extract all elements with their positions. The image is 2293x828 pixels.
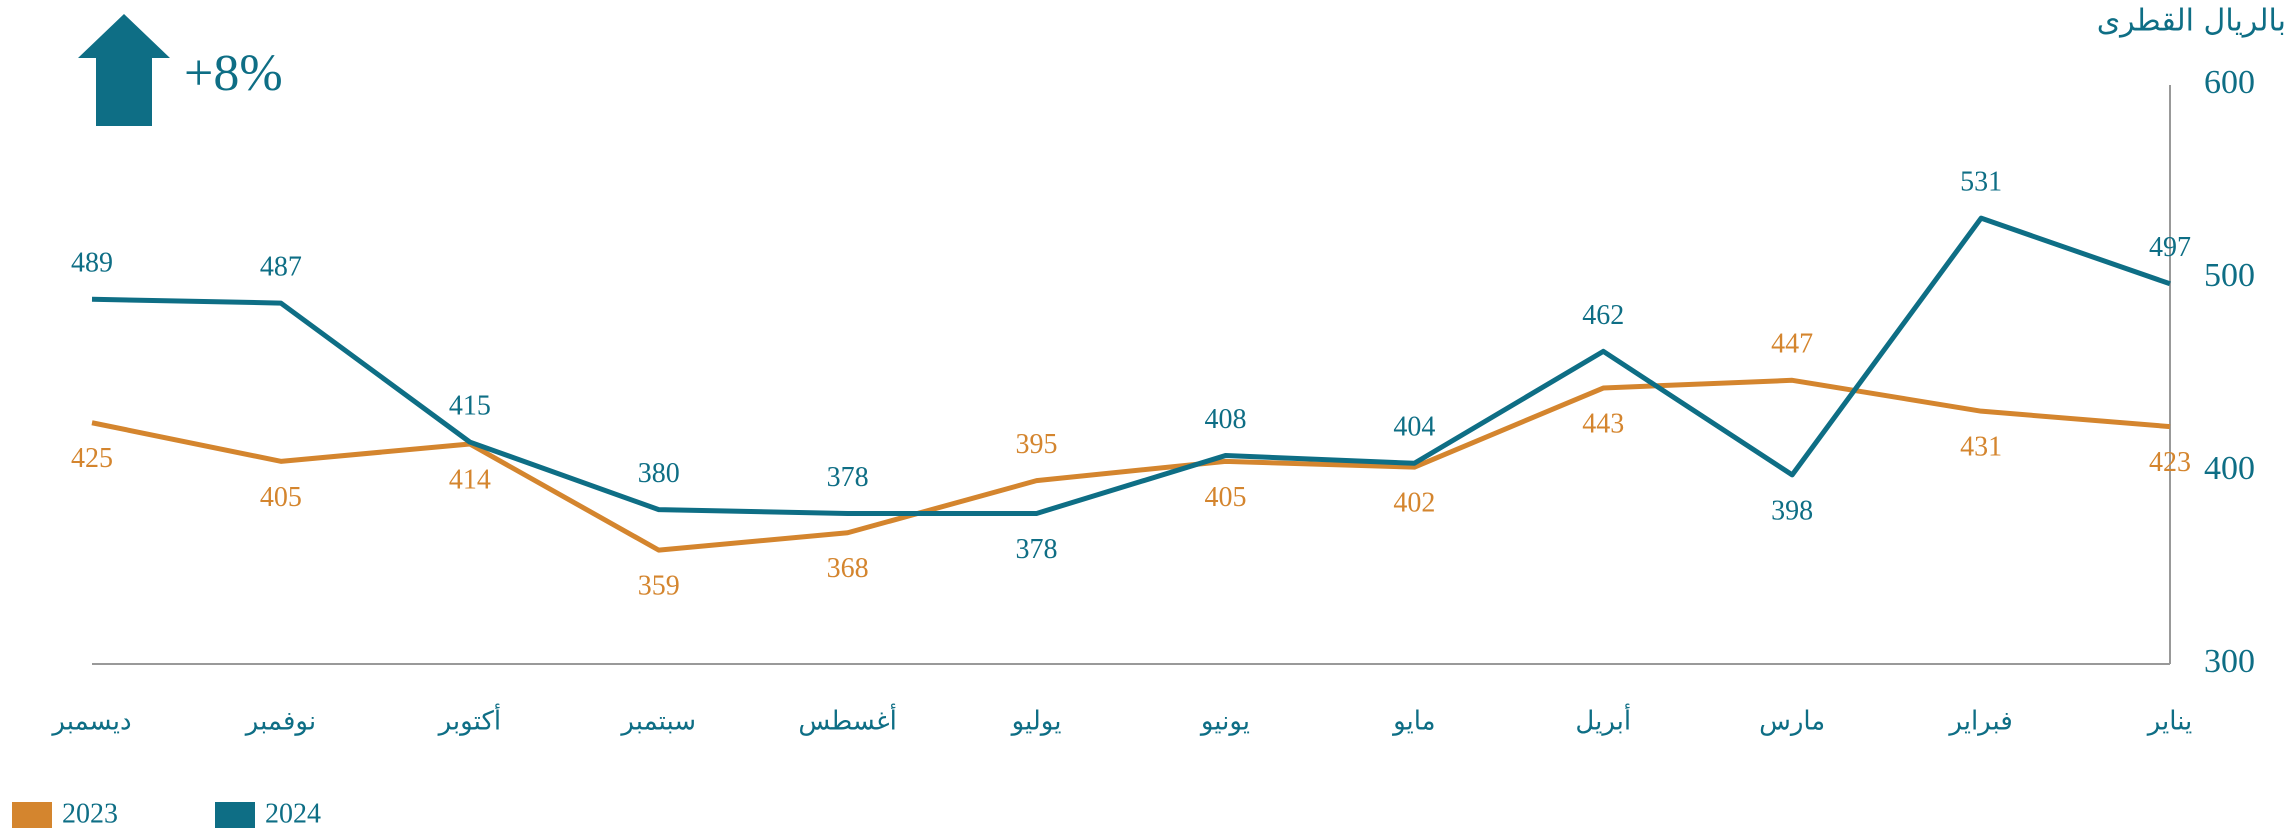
data-label: 487 (260, 252, 302, 283)
x-tick-label: يونيو (1199, 707, 1250, 737)
data-label: 447 (1771, 329, 1813, 360)
data-label: 405 (260, 482, 302, 513)
data-label: 402 (1393, 488, 1435, 519)
x-tick-label: أبريل (1575, 703, 1631, 737)
data-label: 405 (1204, 482, 1246, 513)
data-label: 408 (1204, 404, 1246, 435)
data-label: 531 (1960, 167, 2002, 198)
data-label: 415 (449, 390, 491, 421)
y-tick-label: 600 (2204, 64, 2255, 101)
y-tick-label: 500 (2204, 257, 2255, 294)
legend-swatch (12, 802, 52, 828)
data-label: 443 (1582, 408, 1624, 439)
legend-swatch (215, 802, 255, 828)
x-tick-label: ديسمبر (50, 707, 131, 737)
x-tick-label: يوليو (1010, 707, 1062, 737)
x-tick-label: فبراير (1947, 707, 2012, 737)
x-tick-label: سبتمبر (619, 707, 696, 737)
up-arrow (78, 14, 170, 126)
x-tick-label: نوفمبر (244, 707, 316, 737)
data-label: 489 (71, 248, 113, 279)
x-tick-label: أغسطس (798, 703, 897, 737)
data-label: 431 (1960, 432, 2002, 463)
data-label: 497 (2149, 232, 2191, 263)
data-label: 378 (1016, 534, 1058, 565)
data-label: 398 (1771, 495, 1813, 526)
y-tick-label: 300 (2204, 643, 2255, 680)
x-tick-label: مارس (1759, 707, 1825, 737)
line-series (91, 215, 2171, 516)
data-label: 359 (638, 571, 680, 602)
x-tick-label: يناير (2146, 707, 2193, 737)
y-axis-label: بالريال القطرى (2097, 4, 2286, 39)
data-label: 380 (638, 458, 680, 489)
data-label: 462 (1582, 300, 1624, 331)
legend-label: 2024 (265, 798, 321, 828)
data-label: 425 (71, 443, 113, 474)
annotation: +8% (184, 45, 283, 102)
data-label: 404 (1393, 412, 1435, 443)
data-label: 378 (827, 462, 869, 493)
x-tick-label: مايو (1391, 707, 1436, 737)
y-tick-label: 400 (2204, 450, 2255, 487)
data-label: 395 (1016, 429, 1058, 460)
x-tick-label: أكتوبر (437, 703, 501, 737)
data-label: 368 (827, 553, 869, 584)
legend-label: 2023 (62, 798, 118, 828)
data-label: 414 (449, 464, 491, 495)
data-label: 423 (2149, 447, 2191, 478)
line-series (91, 377, 2171, 553)
